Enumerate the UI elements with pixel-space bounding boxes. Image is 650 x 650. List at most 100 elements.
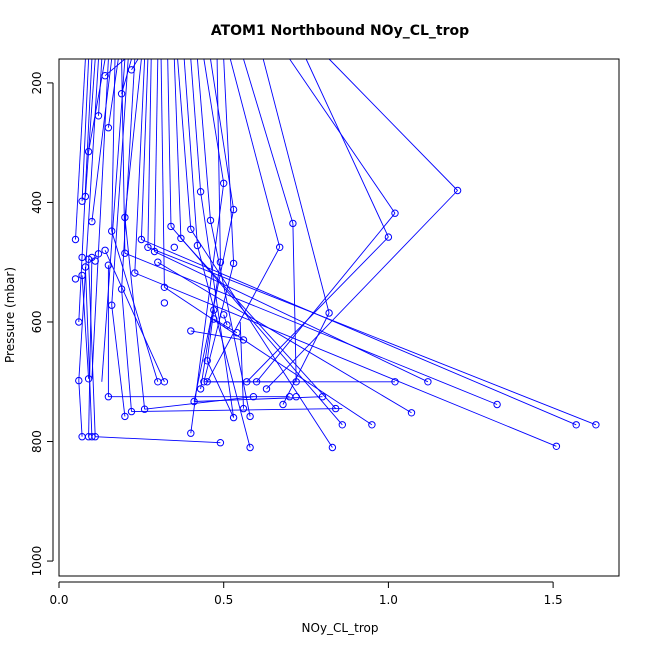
profile-segment-49 (147, 246, 597, 426)
data-point-29 (117, 285, 126, 293)
data-point-21 (88, 217, 96, 226)
data-point-4 (81, 192, 90, 201)
profile-segment-25 (183, 58, 198, 246)
data-point-87 (424, 378, 432, 386)
data-point-85 (391, 209, 399, 217)
profile-segment-69 (266, 190, 458, 390)
profile-segment-68 (246, 236, 389, 383)
profile-segment-85 (239, 321, 244, 409)
data-point-57 (203, 357, 211, 365)
data-point-23 (104, 124, 113, 132)
data-point-36 (154, 258, 162, 266)
profile-segment-79 (111, 230, 159, 382)
profile-segment-19 (147, 58, 152, 248)
data-point-70 (262, 385, 271, 393)
data-point-91 (552, 442, 561, 450)
data-point-74 (292, 393, 300, 401)
profile-segment-40 (78, 380, 83, 437)
profile-segment-45 (95, 436, 221, 444)
profile-segment-27 (196, 58, 211, 221)
chart-title: ATOM1 Northbound NOy_CL_trop (211, 23, 469, 39)
profile-segment-12 (111, 58, 116, 232)
data-point-99 (160, 378, 169, 386)
profile-segment-51 (157, 261, 412, 414)
data-point-25 (117, 90, 126, 98)
data-point-1 (75, 376, 83, 385)
data-point-83 (368, 421, 376, 429)
data-point-30 (121, 249, 129, 257)
data-point-46 (220, 179, 228, 188)
data-point-60 (196, 385, 205, 393)
profile-segment-61 (200, 262, 221, 389)
data-point-40 (170, 243, 179, 252)
profile-segment-36 (305, 58, 389, 238)
data-point-5 (75, 318, 83, 326)
profile-segment-18 (140, 58, 149, 240)
profile-segment-38 (101, 58, 126, 382)
data-point-42 (187, 225, 195, 234)
profile-segment-0 (75, 58, 86, 240)
data-point-26 (127, 66, 136, 74)
profile-segment-17 (134, 58, 146, 274)
data-point-28 (108, 301, 116, 309)
profile-segment-83 (213, 318, 238, 334)
data-point-32 (131, 269, 139, 277)
data-point-65 (229, 413, 238, 422)
x-axis-label: NOy_CL_trop (302, 621, 379, 635)
profile-segment-58 (210, 220, 251, 417)
data-point-88 (407, 409, 416, 417)
profile-segment-1 (78, 58, 93, 323)
data-point-89 (453, 186, 462, 195)
profile-segment-62 (203, 263, 235, 382)
data-point-54 (233, 329, 241, 337)
data-point-96 (127, 407, 136, 416)
y-tick-label-4: 1000 (30, 546, 44, 577)
profile-segment-7 (98, 58, 103, 116)
y-tick-label-1: 400 (30, 191, 44, 214)
data-point-27 (108, 227, 116, 235)
data-point-55 (239, 336, 248, 344)
data-point-39 (167, 222, 175, 231)
profile-segment-13 (111, 58, 129, 306)
x-tick-label-1: 0.5 (214, 593, 233, 607)
profile-segment-48 (141, 239, 577, 426)
profile-segment-55 (190, 229, 333, 448)
data-point-43 (193, 241, 202, 250)
profile-segment-4 (84, 58, 96, 197)
data-point-78 (328, 443, 337, 452)
profile-segment-15 (124, 58, 142, 218)
profile-segment-80 (104, 250, 165, 382)
profile-segment-39 (91, 58, 109, 379)
profile-segment-50 (154, 251, 429, 383)
y-tick-label-3: 800 (30, 430, 44, 453)
data-point-97 (140, 405, 149, 413)
x-tick-label-3: 1.5 (544, 593, 563, 607)
data-point-63 (216, 439, 225, 447)
data-point-50 (210, 306, 218, 314)
data-point-59 (203, 378, 211, 386)
data-point-61 (190, 397, 198, 406)
profile-segment-35 (289, 58, 396, 214)
profile-segment-86 (206, 360, 235, 418)
profile-segments (75, 58, 597, 448)
data-point-33 (137, 235, 146, 244)
data-point-41 (177, 234, 185, 243)
data-point-0 (71, 235, 80, 244)
data-point-17 (88, 433, 96, 441)
profile-segment-84 (223, 314, 228, 326)
profile-segment-3 (81, 58, 90, 202)
data-point-94 (104, 393, 113, 401)
y-axis-label: Pressure (mbar) (3, 267, 17, 363)
profile-segment-28 (203, 58, 225, 184)
data-point-86 (391, 378, 399, 386)
data-point-62 (187, 429, 195, 437)
profile-segment-26 (190, 58, 202, 192)
plot-frame (58, 58, 620, 577)
profile-segment-56 (196, 245, 251, 448)
data-point-13 (94, 250, 103, 258)
data-point-51 (210, 315, 218, 323)
profile-segment-46 (124, 252, 498, 405)
y-axis: 200 400 600 800 1000 (30, 71, 54, 577)
profile-segment-82 (190, 330, 244, 341)
